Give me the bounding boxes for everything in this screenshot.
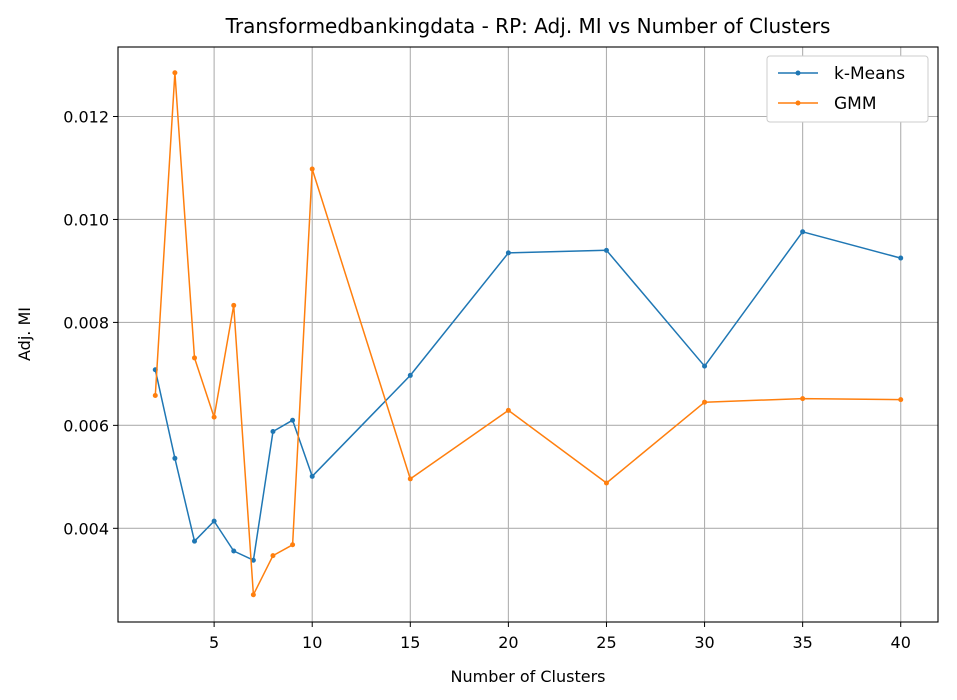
data-point <box>172 455 178 461</box>
data-point <box>192 538 198 544</box>
y-axis-label: Adj. MI <box>15 307 34 361</box>
chart-title: Transformedbankingdata - RP: Adj. MI vs … <box>225 14 831 38</box>
x-tick-label: 10 <box>302 633 322 652</box>
x-tick-label: 35 <box>792 633 812 652</box>
data-point <box>603 247 609 253</box>
data-point <box>309 473 315 479</box>
data-point <box>800 229 806 235</box>
series-gmm <box>152 70 904 598</box>
data-point <box>250 592 256 598</box>
x-tick-label: 5 <box>209 633 219 652</box>
legend-gmm-marker <box>795 100 801 106</box>
x-tick-label: 25 <box>596 633 616 652</box>
data-point <box>505 250 511 256</box>
legend-kmeans-marker <box>795 70 801 76</box>
data-point <box>270 429 276 435</box>
y-tick-label: 0.012 <box>63 107 109 126</box>
legend-gmm-label: GMM <box>834 94 877 114</box>
x-tick-label: 30 <box>694 633 714 652</box>
x-tick-label: 15 <box>400 633 420 652</box>
data-point <box>211 414 217 420</box>
data-point <box>309 166 315 172</box>
data-point <box>800 396 806 402</box>
data-point <box>270 553 276 559</box>
data-point <box>290 417 296 423</box>
data-point <box>702 399 708 405</box>
data-point <box>407 476 413 482</box>
y-tick-label: 0.008 <box>63 313 109 332</box>
data-point <box>231 302 237 308</box>
data-point <box>152 393 158 399</box>
data-point <box>231 548 237 554</box>
legend: k-Means GMM <box>766 55 929 123</box>
data-point <box>603 480 609 486</box>
x-axis: 5 10 15 20 25 30 35 40 <box>209 622 911 652</box>
x-tick-label: 40 <box>891 633 911 652</box>
y-tick-label: 0.006 <box>63 416 109 435</box>
data-point <box>898 397 904 403</box>
data-point <box>505 407 511 413</box>
data-point <box>290 542 296 548</box>
data-point <box>211 518 217 524</box>
y-tick-label: 0.010 <box>63 210 109 229</box>
data-point <box>192 355 198 361</box>
legend-kmeans-label: k-Means <box>834 64 905 84</box>
series-k-means <box>152 229 904 563</box>
y-tick-label: 0.004 <box>63 519 109 538</box>
plot-frame <box>117 46 939 623</box>
data-point <box>172 70 178 76</box>
data-point <box>407 372 413 378</box>
data-point <box>898 255 904 261</box>
y-axis: 0.004 0.006 0.008 0.010 0.012 <box>63 107 118 538</box>
x-tick-label: 20 <box>498 633 518 652</box>
data-point <box>250 557 256 563</box>
x-axis-label: Number of Clusters <box>451 667 606 686</box>
series-layer <box>152 70 904 598</box>
data-point <box>702 363 708 369</box>
